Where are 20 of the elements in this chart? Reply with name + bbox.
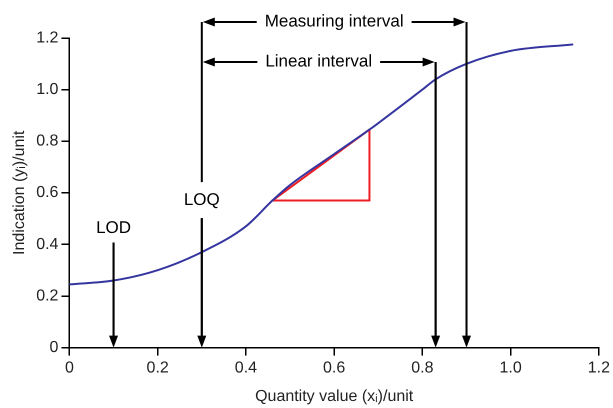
y-tick-label: 0.8 bbox=[36, 132, 59, 150]
y-tick-label: 1.0 bbox=[36, 81, 59, 98]
x-tick-label: 0.8 bbox=[411, 360, 434, 377]
y-axis-title: Indication (yᵢ)/unit bbox=[11, 130, 28, 255]
x-tick-label: 1.2 bbox=[588, 360, 610, 377]
y-tick-label: 0.2 bbox=[36, 287, 59, 304]
x-tick-label: 0 bbox=[64, 360, 74, 377]
y-tick-label: 1.2 bbox=[36, 29, 59, 46]
ref-line-label: LOD bbox=[96, 218, 132, 238]
y-tick-label: 0 bbox=[50, 339, 59, 356]
y-tick-label: 0.4 bbox=[36, 236, 59, 253]
x-tick-label: 0.2 bbox=[146, 360, 169, 377]
x-tick-label: 0.6 bbox=[323, 360, 346, 377]
x-axis-title: Quantity value (xᵢ)/unit bbox=[255, 388, 414, 405]
annotation: Linear interval bbox=[265, 52, 372, 71]
x-tick-label: 1.0 bbox=[500, 360, 522, 377]
y-tick-label: 0.6 bbox=[36, 184, 59, 202]
text: Measuring interval bbox=[264, 12, 404, 31]
ref-line-label: LOQ bbox=[184, 190, 220, 209]
x-tick-label: 0.4 bbox=[234, 360, 258, 377]
